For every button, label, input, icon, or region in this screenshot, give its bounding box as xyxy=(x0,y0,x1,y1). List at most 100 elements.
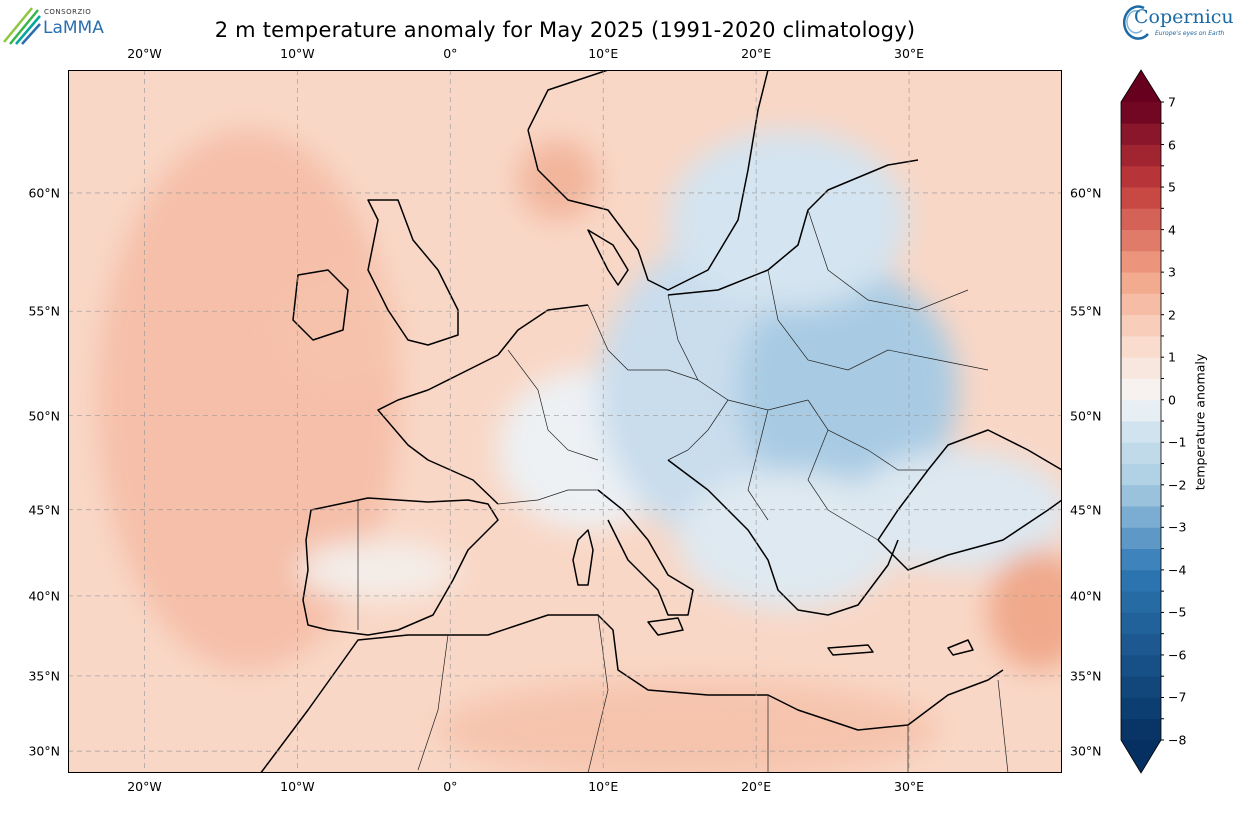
colorbar xyxy=(1120,69,1164,774)
lamma-consortium-text: CONSORZIO xyxy=(44,8,92,16)
lat-tick-label-left: 55°N xyxy=(28,303,60,319)
colorbar-band xyxy=(1121,569,1161,592)
colorbar-tick-label: 1 xyxy=(1168,349,1176,365)
lon-tick-label-bottom: 30°E xyxy=(894,779,925,794)
colorbar-band xyxy=(1121,654,1161,677)
ireland-coast xyxy=(292,269,349,341)
copernicus-name: Copernicus xyxy=(1134,6,1233,28)
colorbar-band xyxy=(1121,314,1161,337)
uk-warm-area xyxy=(278,270,398,390)
netherlands-coast xyxy=(497,304,589,356)
colorbar-band xyxy=(1121,633,1161,656)
colorbar-tick-label: −3 xyxy=(1168,519,1187,535)
north-africa-warm-area xyxy=(438,680,938,773)
colorbar-band xyxy=(1121,399,1161,422)
map-frame xyxy=(68,70,1062,773)
lat-tick-label-right: 45°N xyxy=(1070,502,1102,518)
colorbar-band xyxy=(1121,378,1161,401)
country-borders xyxy=(357,209,1009,773)
lat-tick-label-right: 30°N xyxy=(1070,743,1102,759)
copernicus-tagline: Europe's eyes on Earth xyxy=(1155,30,1225,37)
sicily xyxy=(647,617,684,636)
colorbar-band xyxy=(1121,484,1161,507)
colorbar-min-extend xyxy=(1121,740,1161,773)
lon-tick-label-top: 20°W xyxy=(127,46,162,61)
corsica-sardinia xyxy=(572,529,594,586)
lat-tick-label-left: 35°N xyxy=(28,668,60,684)
eastern-europe-cold-core xyxy=(738,270,958,510)
lon-tick-label-bottom: 0° xyxy=(443,779,458,794)
lamma-name: LaMMA xyxy=(43,18,104,38)
lamma-logo: CONSORZIO LaMMA xyxy=(2,2,112,46)
colorbar-band xyxy=(1121,463,1161,486)
colorbar-band xyxy=(1121,591,1161,613)
colorbar-band xyxy=(1121,272,1161,294)
colorbar-tick-label: −6 xyxy=(1168,647,1187,663)
lon-tick-label-top: 10°E xyxy=(588,46,619,61)
colorbar-band xyxy=(1121,442,1161,464)
lat-tick-label-left: 60°N xyxy=(28,185,60,201)
colorbar-tick-label: 2 xyxy=(1168,307,1176,323)
colorbar-band xyxy=(1121,165,1161,188)
map-title: 2 m temperature anomaly for May 2025 (19… xyxy=(214,18,916,42)
colorbar-band xyxy=(1121,718,1161,741)
cyprus xyxy=(947,639,974,656)
lat-tick-label-left: 40°N xyxy=(28,588,60,604)
lat-tick-label-left: 30°N xyxy=(28,743,60,759)
uk-coast xyxy=(367,199,459,346)
lon-tick-label-top: 30°E xyxy=(894,46,925,61)
anomaly-shading xyxy=(98,130,1062,773)
colorbar-band xyxy=(1121,357,1161,379)
colorbar-band xyxy=(1121,102,1161,124)
colorbar-band xyxy=(1121,229,1161,252)
colorbar-band xyxy=(1121,123,1161,145)
copernicus-logo: Copernicus Europe's eyes on Earth xyxy=(1115,0,1233,44)
colorbar-band xyxy=(1121,612,1161,635)
baltic-coast xyxy=(667,159,919,296)
colorbar-tick-label: −7 xyxy=(1168,689,1187,705)
crete xyxy=(827,644,874,656)
middle-east-warm-area xyxy=(988,550,1062,670)
colorbar-tick-label: −5 xyxy=(1168,604,1187,620)
colorbar-tick-label: 7 xyxy=(1168,94,1176,110)
france-coast xyxy=(377,354,499,505)
colorbar-band xyxy=(1121,293,1161,316)
colorbar-band xyxy=(1121,676,1161,698)
lon-tick-label-top: 0° xyxy=(443,46,458,61)
colorbar-band xyxy=(1121,335,1161,358)
colorbar-max-extend xyxy=(1121,70,1161,102)
iberia-coast xyxy=(302,497,499,636)
baltic-cold-area xyxy=(668,130,908,310)
colorbar-band xyxy=(1121,697,1161,720)
black-sea-cool-area xyxy=(848,450,1062,570)
lon-tick-label-bottom: 10°E xyxy=(588,779,619,794)
colorbar-band xyxy=(1121,144,1161,167)
iberia-north-cool-area xyxy=(298,540,458,600)
lon-tick-label-top: 20°E xyxy=(741,46,772,61)
colorbar-tick-label: −1 xyxy=(1168,434,1187,450)
colorbar-band xyxy=(1121,250,1161,273)
lon-tick-label-bottom: 20°E xyxy=(741,779,772,794)
colorbar-band xyxy=(1121,421,1161,443)
anomaly-map xyxy=(68,70,1062,773)
colorbar-tick-label: 4 xyxy=(1168,222,1176,238)
lat-tick-label-right: 55°N xyxy=(1070,303,1102,319)
colorbar-bands xyxy=(1121,102,1161,741)
colorbar-band xyxy=(1121,187,1161,209)
colorbar-tick-label: 3 xyxy=(1168,264,1176,280)
gridlines xyxy=(68,70,1062,773)
colorbar-tick-label: −2 xyxy=(1168,477,1187,493)
balkans-cool-area xyxy=(678,470,898,610)
denmark-coast xyxy=(587,229,629,286)
lon-tick-label-top: 10°W xyxy=(280,46,315,61)
lat-tick-label-right: 50°N xyxy=(1070,408,1102,424)
colorbar-tick-label: 5 xyxy=(1168,179,1176,195)
copernicus-orbit-icon xyxy=(1122,5,1149,40)
lat-tick-label-left: 50°N xyxy=(28,408,60,424)
colorbar-band xyxy=(1121,506,1161,528)
scandinavia-coast xyxy=(527,70,769,291)
colorbar-tick-label: 6 xyxy=(1168,137,1176,153)
lat-tick-label-right: 40°N xyxy=(1070,588,1102,604)
colorbar-band xyxy=(1121,527,1161,549)
colorbar-tick-label: −4 xyxy=(1168,562,1187,578)
